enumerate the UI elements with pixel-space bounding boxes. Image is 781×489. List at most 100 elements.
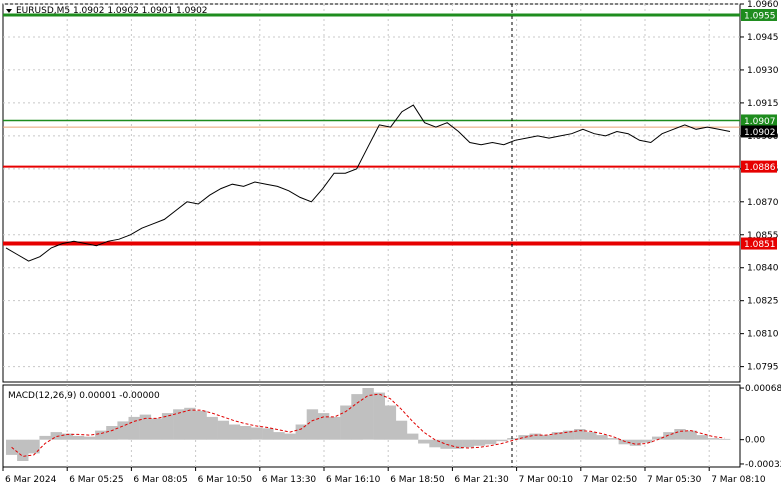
price-tick-label: 1.0795 <box>747 363 779 373</box>
macd-tick-label: -0.00032 <box>745 460 781 470</box>
price-tick-label: 1.0870 <box>747 198 779 208</box>
time-tick-label: 6 Mar 05:25 <box>69 475 123 485</box>
macd-histogram-bar <box>373 392 385 440</box>
macd-histogram-bar <box>284 433 296 440</box>
macd-signal-line <box>11 393 725 457</box>
time-tick-label: 6 Mar 10:50 <box>198 475 253 485</box>
horizontal-levels <box>3 13 740 246</box>
macd-histogram-bar <box>640 439 653 443</box>
time-tick-label: 6 Mar 08:05 <box>133 475 187 485</box>
time-tick-label: 7 Mar 02:50 <box>583 475 638 485</box>
macd-histogram-bar <box>629 439 642 446</box>
level-label-text: 1.0907 <box>744 117 776 127</box>
level-label-box <box>741 237 777 250</box>
symbol-header: EURUSD,M5 1.0902 1.0902 1.0901 1.0902 <box>16 6 208 16</box>
time-tick-label: 6 Mar 13:30 <box>262 475 317 485</box>
macd-histogram-bar <box>540 435 552 440</box>
macd-histogram-bar <box>685 430 697 440</box>
macd-histogram-bar <box>451 439 463 449</box>
macd-histogram-bar <box>117 421 129 440</box>
time-tick-label: 7 Mar 00:10 <box>519 475 574 485</box>
macd-histogram-bar <box>574 429 586 440</box>
price-tick-label: 1.0945 <box>747 33 779 43</box>
macd-histogram-bar <box>84 436 96 440</box>
macd-histogram-bar <box>496 439 508 442</box>
macd-histogram-bar <box>139 414 152 440</box>
macd-histogram-bar <box>39 435 51 440</box>
macd-histogram-bar <box>618 439 630 445</box>
macd-histogram-bar <box>529 433 541 440</box>
macd-histogram-bar <box>473 439 486 446</box>
time-tick-label: 6 Mar 18:50 <box>390 475 445 485</box>
macd-histogram-bar <box>340 405 352 440</box>
price-tick-label: 1.0915 <box>747 99 779 109</box>
macd-histogram-bar <box>72 435 85 440</box>
macd-histogram-bar <box>607 438 619 440</box>
macd-histogram-bar <box>663 432 675 440</box>
macd-histogram-bar <box>184 407 196 440</box>
macd-histogram-bar <box>161 413 174 440</box>
macd-histogram-bar <box>485 439 497 445</box>
macd-histogram-bar <box>362 388 374 440</box>
macd-histogram-bar <box>551 432 564 440</box>
level-label-text: 1.0886 <box>744 163 776 173</box>
level-label-text: 1.0902 <box>744 128 776 138</box>
macd-histogram-bar <box>273 432 285 440</box>
macd-histogram-bar <box>251 427 263 440</box>
macd-histogram-bar <box>596 435 608 440</box>
price-tick-label: 1.0825 <box>747 297 779 307</box>
macd-histogram-bar <box>462 439 475 448</box>
macd-histogram-bar <box>228 424 241 440</box>
macd-histogram-bar <box>206 416 218 440</box>
macd-histogram-bar <box>384 405 397 440</box>
macd-histogram-bar <box>128 416 140 440</box>
time-tick-label: 7 Mar 08:10 <box>711 475 766 485</box>
macd-histogram-bar <box>150 418 163 440</box>
macd-histogram-bar <box>50 432 62 440</box>
macd-histogram-bar <box>217 420 229 440</box>
macd-histogram-bar <box>28 439 40 454</box>
time-tick-label: 6 Mar 16:10 <box>326 475 381 485</box>
macd-histogram-bar <box>239 426 252 440</box>
dropdown-triangle-icon[interactable] <box>6 9 12 13</box>
macd-histogram-bar <box>351 394 363 440</box>
macd-histogram-bar <box>95 430 107 440</box>
time-axis: 6 Mar 2024 6 Mar 05:25 6 Mar 08:05 6 Mar 10… <box>2 467 766 485</box>
macd-tick-label: 0.00 <box>745 436 765 446</box>
macd-histogram-bar <box>173 409 185 440</box>
level-label-text: 1.0955 <box>744 11 776 21</box>
price-axis: 1.09601.09451.09301.09151.09001.08851.08… <box>740 0 779 373</box>
macd-axis: 0.00068 0.00 -0.00032 <box>740 384 781 470</box>
price-line <box>5 104 731 262</box>
macd-histogram-bar <box>518 435 530 440</box>
macd-tick-label: 0.00068 <box>745 384 781 394</box>
macd-histogram-bar <box>262 428 274 440</box>
level-label-box <box>741 125 777 138</box>
price-tick-label: 1.0810 <box>747 330 779 340</box>
macd-histogram-bar <box>295 424 307 440</box>
level-label-box <box>741 8 777 21</box>
macd-histogram-bar <box>418 439 430 444</box>
level-label-box <box>741 160 777 173</box>
macd-header: MACD(12,26,9) 0.00001 -0.00000 <box>8 391 160 401</box>
main-panel-frame <box>2 3 741 383</box>
macd-histogram-bar <box>696 435 708 440</box>
macd-histogram-bar <box>507 438 519 440</box>
macd-histogram-bar <box>106 426 118 440</box>
macd-histogram-bar <box>585 432 597 440</box>
macd-histogram-bar <box>17 439 29 461</box>
macd-histogram-bar <box>652 436 664 440</box>
macd-panel-frame <box>2 384 741 468</box>
macd-histogram-bar <box>407 433 419 440</box>
price-tick-label: 1.0855 <box>747 231 779 241</box>
macd-histogram-bar <box>562 430 575 440</box>
price-tick-label: 1.0960 <box>747 0 779 10</box>
macd-histogram-bar <box>429 439 441 448</box>
macd-histogram-bar <box>306 409 319 440</box>
level-label-text: 1.0851 <box>744 240 776 250</box>
level-label-box <box>741 114 777 127</box>
macd-histogram-bar <box>440 439 452 449</box>
macd-histogram-bar <box>329 416 341 440</box>
